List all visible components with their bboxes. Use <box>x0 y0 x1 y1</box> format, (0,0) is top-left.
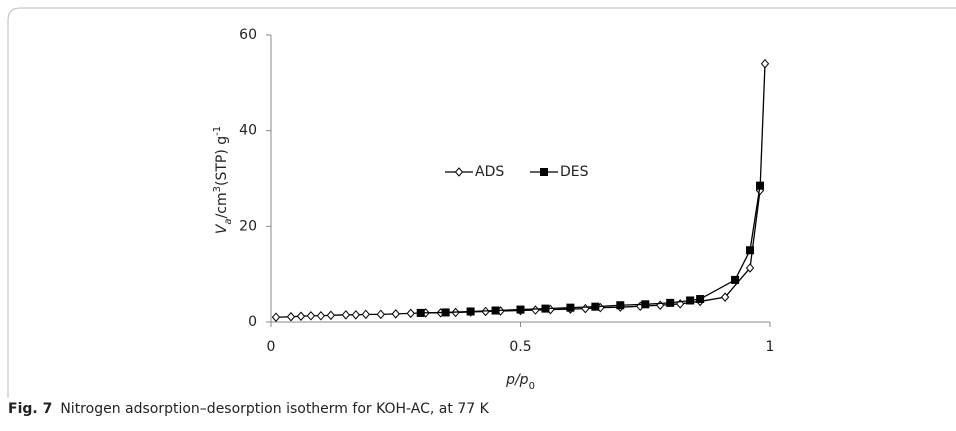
marker <box>760 58 770 69</box>
legend-marker <box>454 167 464 177</box>
legend-label: ADS <box>475 164 504 180</box>
y-label-part: V <box>214 223 230 234</box>
marker <box>745 263 755 273</box>
legend-marker <box>540 168 548 176</box>
x-tick-label: 0.5 <box>509 339 531 355</box>
caption-label: Fig. 7 <box>8 401 52 417</box>
x-axis-label: p/p0 <box>505 372 535 392</box>
series-line <box>275 63 766 318</box>
y-tick-label: 60 <box>239 27 257 43</box>
x-tick-label: 1 <box>766 339 775 355</box>
series-line <box>420 185 761 314</box>
y-tick-label: 20 <box>239 218 257 234</box>
marker <box>341 310 351 320</box>
marker <box>531 305 540 315</box>
marker <box>391 309 400 319</box>
marker <box>566 303 575 312</box>
marker <box>416 308 425 317</box>
caption: Fig. 7 Nitrogen adsorption–desorption iso… <box>8 401 490 417</box>
marker <box>616 301 625 310</box>
marker <box>756 181 765 190</box>
marker <box>720 292 730 302</box>
marker <box>306 311 316 321</box>
marker <box>666 298 675 307</box>
marker <box>271 312 281 322</box>
marker <box>591 302 600 311</box>
marker <box>406 308 415 319</box>
marker <box>441 308 450 317</box>
marker <box>361 309 370 320</box>
marker <box>686 296 695 305</box>
marker <box>286 311 296 322</box>
marker <box>541 304 550 313</box>
x-label-part: p/p <box>505 372 529 388</box>
frame <box>7 7 956 398</box>
y-label-part: (STP) g <box>214 136 230 186</box>
y-tick-label: 0 <box>248 314 257 330</box>
x-tick-label: 0 <box>267 339 276 355</box>
marker <box>376 309 385 320</box>
marker <box>326 310 336 321</box>
legend-label: DES <box>560 164 589 180</box>
marker <box>316 311 326 321</box>
marker <box>466 307 475 316</box>
marker <box>516 305 525 314</box>
marker <box>296 311 306 322</box>
marker <box>491 306 500 315</box>
y-label-part: 3 <box>212 186 223 192</box>
marker <box>641 300 650 309</box>
y-axis-label: Va/cm3(STP) g-1 <box>212 126 234 234</box>
y-label-part: a <box>223 218 234 224</box>
x-label-part: 0 <box>529 381 535 392</box>
y-label-part: -1 <box>212 126 223 136</box>
y-tick-label: 40 <box>239 123 257 139</box>
marker <box>351 310 360 320</box>
caption-text: Nitrogen adsorption–desorption isotherm … <box>60 401 489 417</box>
y-label-part: /cm <box>214 192 230 218</box>
marker <box>696 295 705 304</box>
marker <box>581 303 590 314</box>
marker <box>746 246 755 255</box>
marker <box>731 275 740 284</box>
marker <box>656 300 665 311</box>
